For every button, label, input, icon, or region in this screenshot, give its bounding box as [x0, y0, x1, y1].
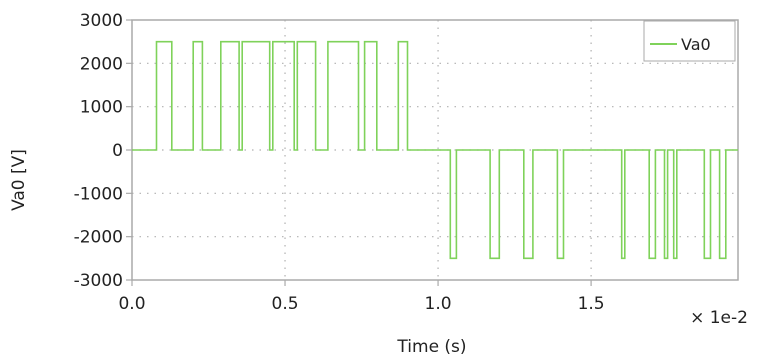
x-tick-label: 0.5 — [272, 294, 299, 314]
y-axis-ticks: 3000 2000 1000 0 -1000 -2000 -3000 — [74, 11, 132, 291]
y-tick-label: -3000 — [74, 271, 123, 291]
y-tick-label: 2000 — [80, 54, 123, 74]
legend-label-va0: Va0 — [681, 35, 711, 54]
y-tick-label: 3000 — [80, 11, 123, 31]
x-axis-ticks: 0.0 0.5 1.0 1.5 — [118, 280, 605, 314]
y-tick-label: -1000 — [74, 184, 123, 204]
y-tick-label: 0 — [112, 141, 123, 161]
x-tick-label: 1.0 — [425, 294, 452, 314]
series-layer — [132, 40, 738, 260]
legend-box — [643, 20, 736, 62]
x-tick-label: 1.5 — [578, 294, 605, 314]
legend: Va0 — [643, 20, 736, 62]
y-tick-label: 1000 — [80, 98, 123, 118]
x-tick-label: 0.0 — [118, 294, 145, 314]
y-tick-label: -2000 — [74, 228, 123, 248]
x-axis-label: Time (s) — [396, 337, 466, 357]
y-axis-label: Va0 [V] — [9, 149, 29, 211]
series-line-va0 — [132, 40, 738, 260]
x-scale-note: × 1e-2 — [690, 308, 748, 328]
